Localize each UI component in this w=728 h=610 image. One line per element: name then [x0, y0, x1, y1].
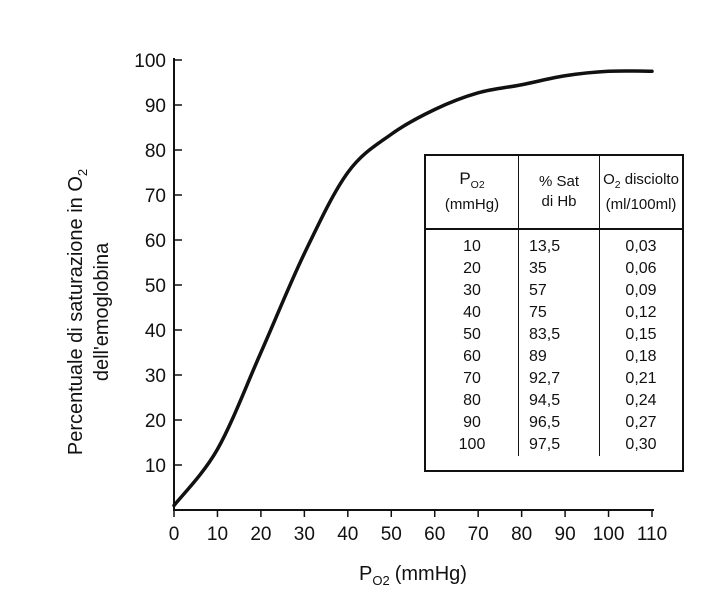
x-tick-label: 110 [637, 524, 667, 545]
table-row: 40 75 0,12 [426, 302, 682, 324]
cell-po2: 30 [463, 282, 481, 299]
axes [173, 58, 654, 511]
data-table-box: PO2 (mmHg) % Sat di Hb O2 disciolto (ml/… [424, 154, 684, 472]
table-row: 90 96,5 0,27 [426, 412, 682, 434]
table-row: 100 97,5 0,30 [426, 434, 682, 456]
y-tick-label: 100 [134, 51, 166, 72]
y-axis-ticks: 10 20 30 40 50 60 70 80 90 100 [134, 51, 182, 477]
cell-sat-hb: 57 [518, 280, 600, 302]
header-o2-disciolto: O2 disciolto (ml/100ml) [599, 156, 682, 230]
cell-sat-hb: 94,5 [518, 390, 600, 412]
x-tick-label: 100 [593, 524, 625, 545]
y-tick-label: 10 [145, 456, 166, 477]
y-tick-label: 90 [145, 96, 166, 117]
cell-po2: 100 [458, 436, 486, 453]
x-axis-ticks: 0 10 20 30 40 50 60 70 80 90 100 110 [169, 510, 667, 545]
header-sat-hb: % Sat di Hb [518, 156, 600, 230]
x-tick-label: 40 [337, 524, 358, 545]
y-tick-label: 50 [145, 276, 166, 297]
x-tick-label: 70 [468, 524, 489, 545]
x-tick-label: 20 [250, 524, 271, 545]
saturation-curve-group [172, 69, 654, 508]
cell-o2-disciolto: 0,27 [599, 412, 682, 434]
cell-sat-hb: 89 [518, 346, 600, 368]
cell-sat-hb: 83,5 [518, 324, 600, 346]
cell-po2: 60 [463, 348, 481, 365]
cell-o2-disciolto: 0,24 [599, 390, 682, 412]
x-tick-label: 0 [169, 524, 180, 545]
y-axis-title-line1: Percentuale di saturazione in O2 [65, 169, 90, 455]
cell-po2: 70 [463, 370, 481, 387]
x-axis-title: PO2 (mmHg) [359, 563, 467, 588]
cell-po2: 40 [463, 304, 481, 321]
y-tick-label: 70 [145, 186, 166, 207]
y-axis-title-line2: dell'emoglobina [91, 242, 113, 381]
y-tick-label: 40 [145, 321, 166, 342]
table-row: 10 13,5 0,03 [426, 229, 682, 258]
cell-po2: 80 [463, 392, 481, 409]
header-po2: PO2 (mmHg) [426, 156, 519, 230]
table-header-row: PO2 (mmHg) % Sat di Hb O2 disciolto (ml/… [426, 156, 682, 230]
cell-o2-disciolto: 0,15 [599, 324, 682, 346]
table-row: 80 94,5 0,24 [426, 390, 682, 412]
cell-sat-hb: 96,5 [518, 412, 600, 434]
cell-sat-hb: 97,5 [518, 434, 600, 456]
cell-sat-hb: 13,5 [518, 229, 600, 258]
cell-po2: 50 [463, 326, 481, 343]
cell-sat-hb: 35 [518, 258, 600, 280]
y-tick-label: 60 [145, 231, 166, 252]
table-row: 60 89 0,18 [426, 346, 682, 368]
cell-o2-disciolto: 0,09 [599, 280, 682, 302]
cell-sat-hb: 75 [518, 302, 600, 324]
saturation-curve [172, 69, 654, 508]
cell-o2-disciolto: 0,18 [599, 346, 682, 368]
table-body: 10 13,5 0,03 20 35 0,06 30 57 0,09 40 75 0,12 50 83,5… [426, 229, 682, 456]
x-tick-label: 90 [555, 524, 576, 545]
cell-o2-disciolto: 0,21 [599, 368, 682, 390]
x-tick-label: 50 [381, 524, 402, 545]
y-tick-label: 80 [145, 141, 166, 162]
table-row: 30 57 0,09 [426, 280, 682, 302]
table-row: 70 92,7 0,21 [426, 368, 682, 390]
cell-po2: 20 [463, 260, 481, 277]
table-row: 20 35 0,06 [426, 258, 682, 280]
cell-o2-disciolto: 0,06 [599, 258, 682, 280]
data-table: PO2 (mmHg) % Sat di Hb O2 disciolto (ml/… [426, 156, 682, 456]
x-tick-label: 30 [294, 524, 315, 545]
cell-po2: 90 [463, 414, 481, 431]
cell-o2-disciolto: 0,30 [599, 434, 682, 456]
y-tick-label: 30 [145, 366, 166, 387]
cell-o2-disciolto: 0,12 [599, 302, 682, 324]
y-tick-label: 20 [145, 411, 166, 432]
table-row: 50 83,5 0,15 [426, 324, 682, 346]
x-tick-label: 80 [511, 524, 532, 545]
x-tick-label: 60 [424, 524, 445, 545]
x-tick-label: 10 [207, 524, 228, 545]
cell-po2: 10 [463, 238, 481, 255]
cell-o2-disciolto: 0,03 [599, 229, 682, 258]
cell-sat-hb: 92,7 [518, 368, 600, 390]
